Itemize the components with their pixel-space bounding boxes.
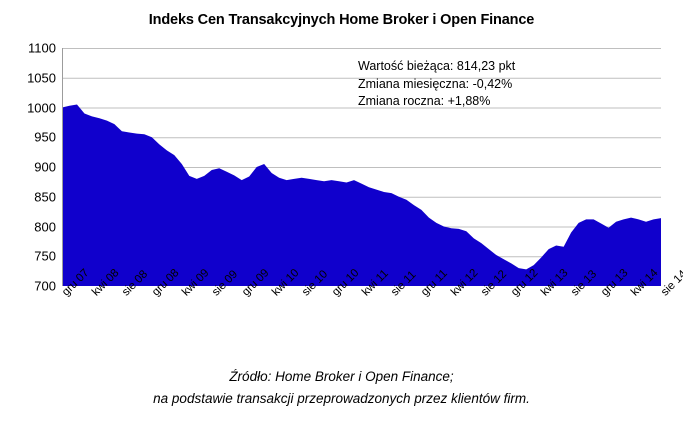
source-line-2: na podstawie transakcji przeprowadzonych…	[153, 391, 530, 406]
y-axis-tick-850: 850	[34, 189, 56, 205]
annotation-block: Wartość bieżąca: 814,23 pkt Zmiana miesi…	[358, 58, 658, 111]
x-axis-tick-label: sie 14	[659, 268, 683, 299]
annotation-current-value: Wartość bieżąca: 814,23 pkt	[358, 59, 516, 73]
annotation-yearly-change: Zmiana roczna: +1,88%	[358, 94, 491, 108]
y-axis-tick-1000: 1000	[27, 100, 56, 115]
y-axis-labels: 700 750 800 850 900 950 1000 1050 1100	[0, 41, 56, 294]
y-axis-tick-700: 700	[34, 278, 56, 294]
series-area-indeks-cen	[62, 104, 661, 286]
y-axis-tick-1050: 1050	[27, 70, 56, 86]
chart-title: Indeks Cen Transakcyjnych Home Broker i …	[148, 12, 535, 28]
annotation-monthly-change: Zmiana miesięczna: -0,42%	[358, 76, 513, 91]
plot-area	[62, 48, 661, 286]
source-line-1: Źródło: Home Broker i Open Finance;	[229, 369, 454, 384]
y-axis-tick-1100: 1100	[28, 40, 56, 56]
y-axis-tick-950: 950	[34, 129, 56, 145]
y-axis-tick-750: 750	[34, 248, 56, 264]
y-axis-tick-900: 900	[34, 159, 56, 175]
x-axis-labels: gru 07 kwi 08 sie 08 gru 08 kwi 09 sie 09 gru …	[60, 267, 683, 346]
area-chart-svg	[62, 48, 661, 286]
source-note: Źródło: Home Broker i Open Finance; na p…	[0, 366, 683, 410]
y-axis-tick-800: 800	[34, 219, 56, 234]
